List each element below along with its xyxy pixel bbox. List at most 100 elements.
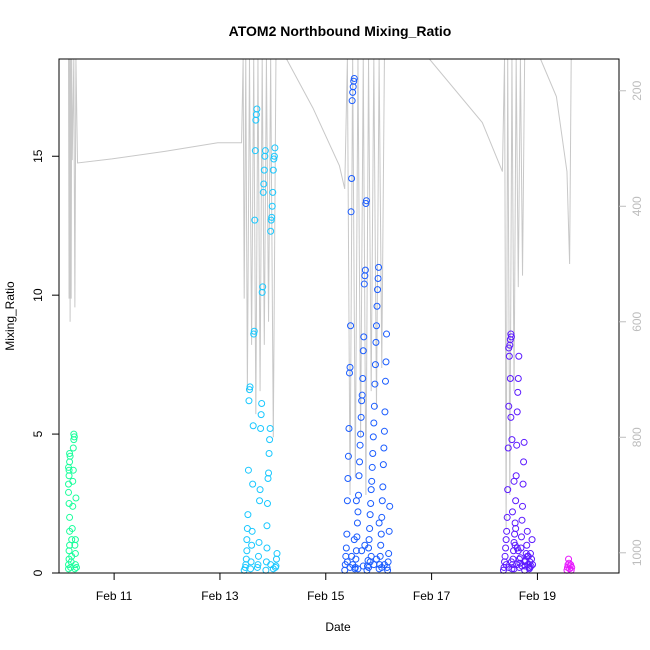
data-point: [343, 497, 351, 505]
y2-tick-label: 600: [630, 311, 644, 331]
data-point: [380, 561, 388, 569]
data-point: [379, 483, 387, 491]
data-point: [357, 430, 365, 438]
x-tick-label: Feb 17: [413, 589, 451, 603]
data-point: [507, 413, 515, 421]
data-point: [268, 202, 276, 210]
data-point: [381, 408, 389, 416]
data-point: [503, 527, 511, 535]
data-point: [372, 322, 380, 330]
data-point: [251, 216, 259, 224]
data-point: [270, 155, 278, 163]
data-point: [358, 391, 366, 399]
data-point: [342, 544, 350, 552]
x-tick-label: Feb 13: [201, 589, 239, 603]
data-point: [521, 558, 529, 566]
data-point: [72, 563, 80, 571]
data-point: [523, 552, 531, 560]
data-point: [372, 555, 380, 563]
data-point: [514, 547, 522, 555]
x-tick-label: Feb 19: [519, 589, 557, 603]
data-point: [375, 263, 383, 271]
data-point: [519, 502, 527, 510]
data-point: [259, 188, 267, 196]
data-point: [267, 561, 275, 569]
data-point: [369, 433, 377, 441]
data-point: [250, 327, 258, 335]
data-point: [386, 502, 394, 510]
data-point: [354, 508, 362, 516]
data-point: [347, 208, 355, 216]
data-point: [514, 388, 522, 396]
data-point: [256, 486, 264, 494]
data-point: [513, 441, 521, 449]
data-point: [505, 402, 513, 410]
data-point: [245, 397, 253, 405]
data-point: [65, 480, 73, 488]
data-point: [69, 444, 77, 452]
data-point: [245, 386, 253, 394]
data-point: [261, 147, 269, 155]
data-point: [350, 74, 358, 82]
data-point: [348, 97, 356, 105]
data-point: [516, 554, 524, 562]
data-point: [504, 444, 512, 452]
data-point: [356, 458, 364, 466]
data-point: [371, 361, 379, 369]
data-point: [65, 488, 73, 496]
data-point: [368, 477, 376, 485]
data-point: [523, 541, 531, 549]
data-point: [520, 438, 528, 446]
data-point: [512, 497, 520, 505]
data-point: [508, 508, 516, 516]
data-point: [356, 441, 364, 449]
data-point: [377, 530, 385, 538]
data-point: [251, 147, 259, 155]
x-tick-label: Feb 15: [307, 589, 345, 603]
data-point: [348, 174, 356, 182]
data-point: [346, 363, 354, 371]
data-point: [262, 566, 270, 574]
data-point: [270, 152, 278, 160]
data-point: [258, 400, 266, 408]
data-point: [266, 436, 274, 444]
data-point: [526, 563, 534, 571]
data-point: [353, 519, 361, 527]
data-point: [71, 550, 79, 558]
data-point: [263, 544, 271, 552]
data-point: [502, 544, 510, 552]
data-points-layer: [65, 74, 576, 574]
data-point: [366, 511, 374, 519]
data-point: [249, 422, 257, 430]
data-point: [371, 380, 379, 388]
data-point: [511, 530, 519, 538]
data-point: [375, 519, 383, 527]
data-point: [265, 450, 273, 458]
data-point: [366, 525, 374, 533]
data-point: [344, 475, 352, 483]
data-point: [517, 533, 525, 541]
pressure-line-layer: [68, 59, 572, 530]
data-point: [507, 558, 515, 566]
data-point: [243, 536, 251, 544]
data-point: [365, 536, 373, 544]
data-point: [367, 486, 375, 494]
data-point: [255, 538, 263, 546]
data-point: [520, 458, 528, 466]
data-point: [267, 216, 275, 224]
data-point: [244, 466, 252, 474]
data-point: [71, 565, 79, 573]
data-point: [254, 561, 262, 569]
data-point: [503, 513, 511, 521]
data-point: [243, 547, 251, 555]
data-point: [381, 377, 389, 385]
data-point: [505, 344, 513, 352]
data-point: [510, 477, 518, 485]
y-tick-label: 5: [31, 430, 45, 437]
data-point: [69, 477, 77, 485]
data-point: [348, 552, 356, 560]
data-point: [350, 77, 358, 85]
data-point: [380, 444, 388, 452]
data-point: [347, 322, 355, 330]
